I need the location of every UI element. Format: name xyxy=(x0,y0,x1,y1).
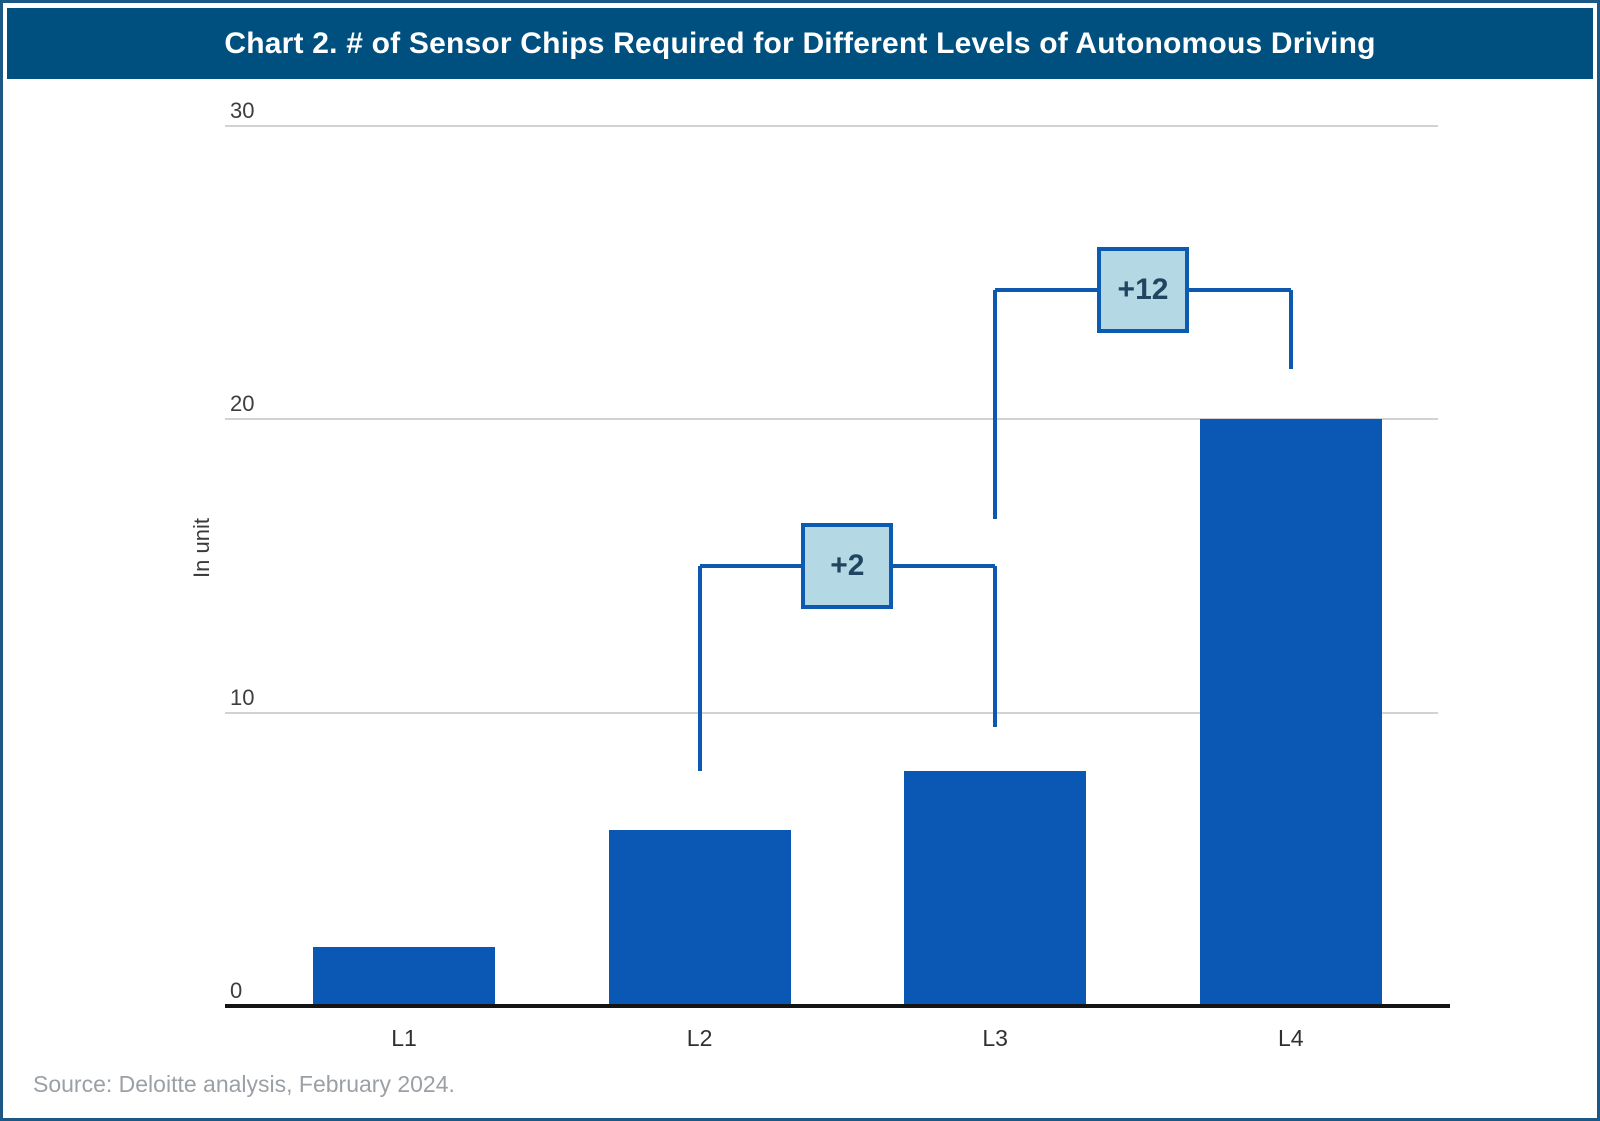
gridline-30 xyxy=(225,125,1438,127)
x-axis-line xyxy=(225,1004,1450,1008)
annotation-connector-right-0 xyxy=(993,566,998,728)
x-axis-label-L3: L3 xyxy=(982,1025,1008,1051)
source-note: Source: Deloitte analysis, February 2024… xyxy=(33,1071,455,1097)
x-axis-label-L1: L1 xyxy=(391,1025,417,1051)
gridline-10 xyxy=(225,711,1438,714)
bar-L2 xyxy=(608,830,791,1006)
x-axis-label-L2: L2 xyxy=(686,1025,713,1051)
y-axis-title: In unit xyxy=(189,518,214,578)
annotation-connector-left-0 xyxy=(697,566,702,772)
y-tick-label-0: 0 xyxy=(230,978,243,1003)
annotation-connector-right-1 xyxy=(1288,290,1293,370)
annotation-connector-left-1 xyxy=(993,290,998,520)
x-axis-label-L4: L4 xyxy=(1278,1025,1304,1051)
annotation-box-0: +2 xyxy=(801,523,894,609)
y-tick-label-30: 30 xyxy=(230,98,255,123)
gridline-20 xyxy=(225,418,1438,421)
annotation-label-1: +12 xyxy=(1117,273,1169,307)
annotation-box-1: +12 xyxy=(1097,247,1189,334)
annotation-label-0: +2 xyxy=(830,549,865,582)
chart-header: Chart 2. # of Sensor Chips Required for … xyxy=(7,8,1593,79)
y-tick-label-10: 10 xyxy=(230,684,255,710)
y-tick-label-20: 20 xyxy=(230,391,255,417)
chart-title: Chart 2. # of Sensor Chips Required for … xyxy=(224,26,1376,60)
plot-area: 0 10 20 30 L1 L2 L3 L4 +2 +12 xyxy=(3,3,1597,1118)
bar-L1 xyxy=(313,947,495,1006)
bar-L4 xyxy=(1199,419,1382,1006)
bar-L3 xyxy=(904,771,1087,1006)
